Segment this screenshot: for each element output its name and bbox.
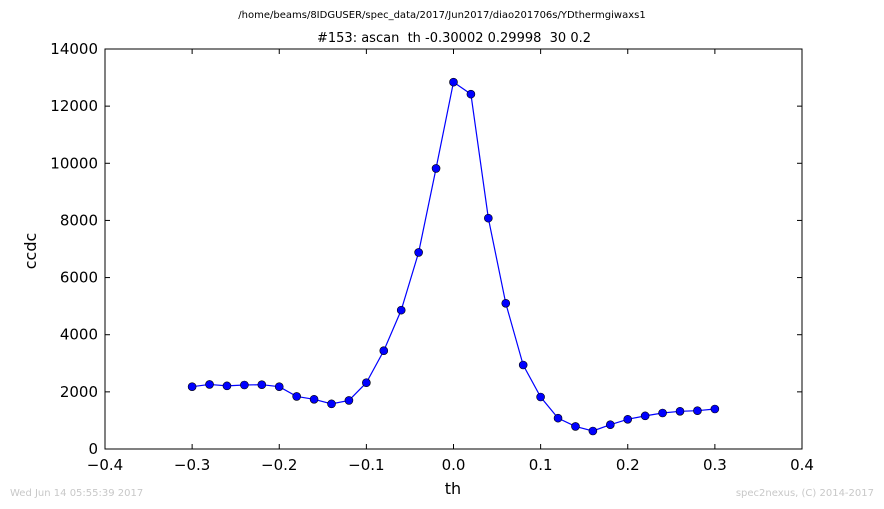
data-point: [710, 404, 720, 414]
y-tick-label: 0: [88, 440, 98, 458]
credit: spec2nexus, (C) 2014-2017: [735, 488, 874, 499]
plot-area: −0.4 −0.3 −0.2 −0.1 0.0 0.1 0.2 0.3 0.4 0 2000 400…: [50, 40, 814, 474]
data-point: [187, 382, 197, 392]
y-tick-label: 2000: [60, 383, 98, 401]
x-axis-label: th: [445, 479, 461, 498]
timestamp: Wed Jun 14 05:55:39 2017: [10, 488, 144, 499]
data-point: [379, 346, 389, 356]
x-tick-label: −0.4: [87, 456, 123, 474]
chart-title: #153: ascan th -0.30002 0.29998 30 0.2: [317, 31, 591, 46]
y-tick-label: 6000: [60, 269, 98, 287]
y-tick-label: 8000: [60, 211, 98, 229]
x-tick-label: −0.1: [348, 456, 384, 474]
data-point: [536, 392, 545, 402]
axes-frame: [104, 48, 803, 450]
y-tick-label: 12000: [50, 97, 98, 115]
data-point: [518, 360, 528, 370]
x-tick-label: 0.0: [442, 456, 466, 474]
data-point: [222, 381, 232, 391]
x-tick-label: 0.3: [703, 456, 727, 474]
data-point: [449, 77, 458, 87]
figure-path-title: /home/beams/8IDGUSER/spec_data/2017/Jun2…: [238, 10, 645, 21]
data-point: [658, 408, 667, 418]
y-tick-label: 14000: [50, 40, 98, 58]
data-point: [257, 380, 267, 390]
data-point: [484, 213, 493, 223]
series-layer: [187, 77, 720, 436]
data-point: [675, 406, 685, 416]
y-tick-label: 4000: [60, 326, 98, 344]
data-point: [501, 298, 511, 308]
data-point: [205, 380, 214, 389]
y-axis-ticks: 0 2000 4000 6000 8000 10000 12000 14000: [50, 40, 802, 458]
x-tick-label: −0.3: [174, 456, 210, 474]
data-point: [571, 422, 580, 431]
data-point: [588, 426, 598, 436]
data-point: [640, 411, 650, 421]
data-point: [344, 396, 354, 405]
data-point: [292, 392, 301, 401]
data-point: [362, 378, 371, 388]
data-point: [693, 406, 702, 416]
data-point: [414, 248, 423, 257]
data-point: [623, 414, 633, 424]
y-tick-label: 10000: [50, 154, 98, 172]
data-point: [309, 394, 319, 404]
series-line: [192, 81, 715, 432]
y-axis-label: ccdc: [21, 233, 40, 270]
x-tick-label: 0.2: [616, 456, 640, 474]
x-tick-label: −0.2: [261, 456, 297, 474]
data-point: [274, 382, 284, 392]
x-tick-label: 0.4: [790, 456, 814, 474]
data-point: [240, 380, 249, 390]
data-point: [606, 420, 615, 430]
x-tick-label: 0.1: [529, 456, 553, 474]
data-point: [396, 305, 406, 315]
data-point: [553, 413, 563, 423]
x-axis-ticks: −0.4 −0.3 −0.2 −0.1 0.0 0.1 0.2 0.3 0.4: [87, 49, 814, 474]
data-point: [431, 164, 441, 173]
data-point: [466, 89, 476, 99]
data-point: [327, 399, 336, 409]
